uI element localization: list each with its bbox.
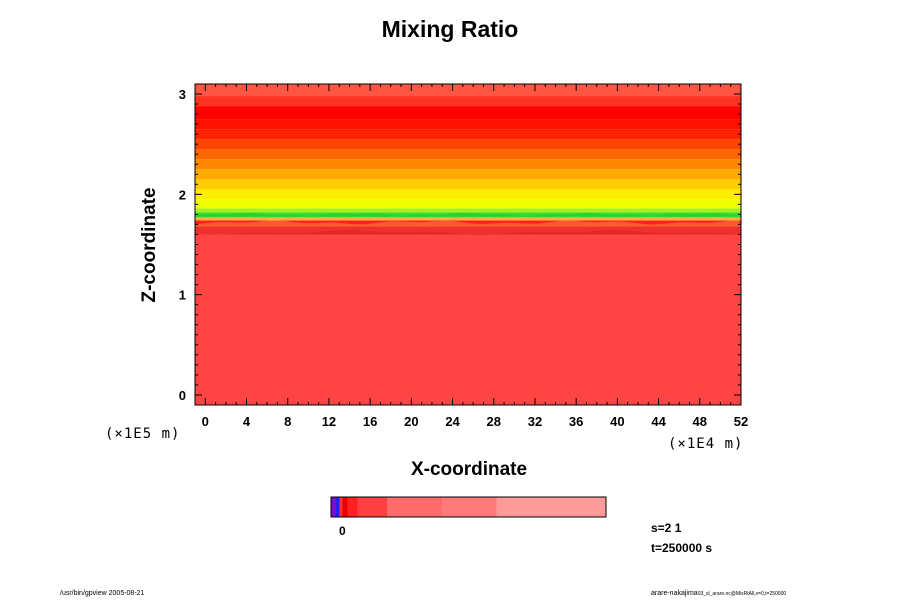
- x-tick-label-12: 48: [693, 414, 707, 429]
- interface-green-mix: [195, 212, 741, 217]
- x-tick-label-13: 52: [734, 414, 748, 429]
- heatmap-layers: [195, 84, 741, 405]
- y-axis-label: Z-coordinate: [139, 187, 160, 303]
- y-tick-label-3: 3: [179, 87, 186, 102]
- y-tick-label-2: 2: [179, 187, 186, 202]
- footer-author: arare-nakajima03_sl_arare.nc@MixRtAll,x=…: [651, 590, 786, 597]
- heatmap-layer-14: [195, 119, 741, 130]
- interface-dark-red: [195, 230, 741, 235]
- footer-author-name: arare-nakajima: [651, 590, 698, 597]
- heatmap-layer-9: [195, 169, 741, 180]
- x-tick-label-1: 4: [243, 414, 251, 429]
- heatmap-layer-11: [195, 149, 741, 160]
- heatmap-layer-15: [195, 106, 741, 120]
- colorbar-swatch-1: [335, 497, 340, 517]
- x-tick-label-5: 20: [404, 414, 418, 429]
- interface-orange-mix: [195, 220, 741, 227]
- heatmap-layer-12: [195, 139, 741, 150]
- heatmap-layer-7: [195, 189, 741, 200]
- footer-command: /usr/bin/gpview 2005-08-21: [60, 590, 145, 597]
- colorbar-swatch-8: [496, 497, 607, 517]
- x-tick-label-4: 16: [363, 414, 377, 429]
- heatmap-layer-1: [195, 226, 741, 235]
- chart-title: Mixing Ratio: [381, 16, 519, 42]
- x-tick-label-6: 24: [445, 414, 460, 429]
- y-tick-label-1: 1: [179, 288, 186, 303]
- x-tick-label-9: 36: [569, 414, 583, 429]
- heatmap-layer-5: [195, 208, 741, 213]
- x-tick-label-0: 0: [202, 414, 209, 429]
- heatmap-layer-8: [195, 179, 741, 190]
- colorbar-swatch-2: [339, 497, 343, 517]
- x-tick-label-8: 32: [528, 414, 542, 429]
- heatmap-layer-6: [195, 199, 741, 209]
- heatmap-layer-16: [195, 96, 741, 107]
- turbulent-interface: [195, 212, 741, 235]
- footer-source-file: 03_sl_arare.nc@MixRtAll,x=0,t=250000: [697, 591, 787, 597]
- x-tick-label-10: 40: [610, 414, 624, 429]
- x-tick-label-7: 28: [487, 414, 501, 429]
- info-time-value: t=250000 s: [651, 541, 713, 555]
- y-axis-unit: (×1E5 m): [105, 426, 181, 442]
- x-tick-label-2: 8: [284, 414, 291, 429]
- x-axis-unit: (×1E4 m): [668, 436, 744, 452]
- heatmap-layer-17: [195, 84, 741, 97]
- colorbar-frame: [330, 496, 607, 518]
- x-tick-label-11: 44: [651, 414, 666, 429]
- colorbar-swatch-7: [441, 497, 497, 517]
- colorbar-swatch-4: [347, 497, 358, 517]
- colorbar-swatch-0: [331, 497, 337, 517]
- colorbar-swatch-6: [387, 497, 443, 517]
- info-s-value: s=2 1: [651, 521, 682, 535]
- colorbar-swatch-5: [357, 497, 388, 517]
- y-tick-label-0: 0: [179, 388, 186, 403]
- colorbar-swatch-3: [342, 497, 348, 517]
- heatmap-layer-13: [195, 129, 741, 140]
- heatmap-layer-0: [195, 234, 741, 405]
- x-axis-label: X-coordinate: [410, 459, 528, 480]
- x-tick-label-3: 12: [322, 414, 336, 429]
- heatmap-layer-3: [195, 217, 741, 221]
- colorbar: [330, 496, 607, 518]
- heatmap-layer-10: [195, 159, 741, 170]
- colorbar-zero-label: 0: [339, 524, 346, 538]
